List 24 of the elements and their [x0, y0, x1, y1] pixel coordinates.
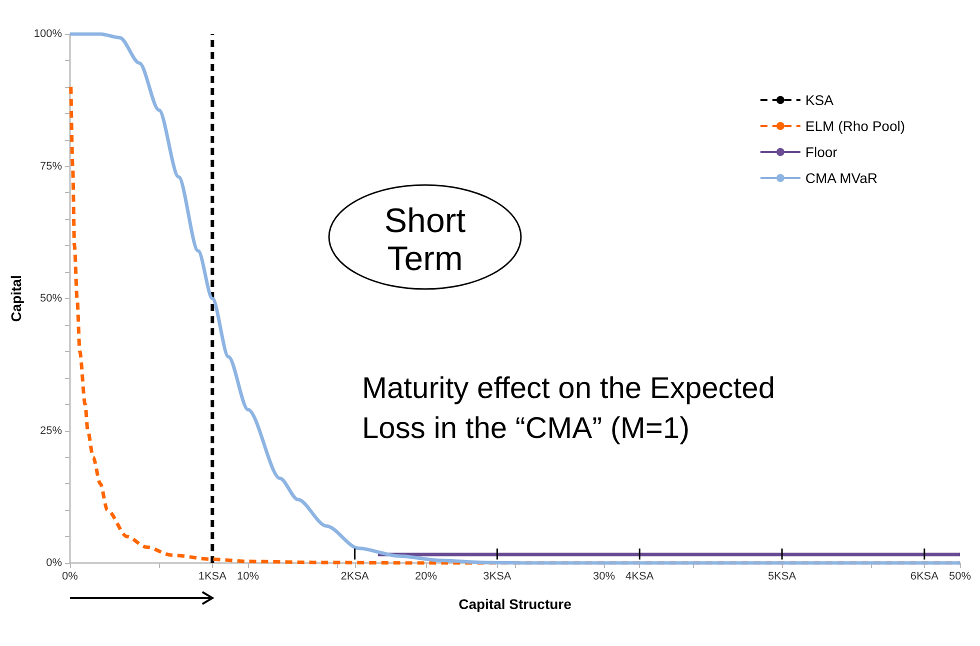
x2-tick-label: 6KSA [910, 570, 940, 582]
annotation: Short Term [384, 202, 466, 278]
legend-label: KSA [805, 92, 834, 108]
annotation: Maturity effect on the Expected Loss in the “CMA” (M=1) [362, 372, 776, 445]
x-axis-title: Capital Structure [458, 596, 572, 612]
x-tick-label: 50% [948, 570, 972, 582]
legend-label: ELM (Rho Pool) [805, 118, 905, 134]
x2-tick-label: 1KSA [198, 570, 228, 582]
x2-tick-label: 2KSA [340, 570, 370, 582]
x-tick-label: 20% [414, 570, 438, 582]
x2-tick-label: 3KSA [483, 570, 512, 582]
y-tick-label: 50% [40, 292, 62, 304]
x2-tick-label: 5KSA [768, 570, 797, 582]
y-tick-label: 0% [46, 557, 62, 569]
legend-label: CMA MVaR [805, 170, 878, 186]
y-tick-label: 25% [40, 424, 62, 437]
y-tick-label: 75% [40, 160, 62, 172]
x2-tick-label: 4KSA [626, 570, 654, 582]
x-tick-label: 10% [236, 570, 260, 582]
legend-label: Floor [805, 144, 838, 160]
x-tick-label: 30% [592, 570, 616, 582]
y-axis-title: Capital [8, 275, 24, 322]
y-tick-label: 100% [34, 28, 62, 40]
x-tick-label: 0% [62, 570, 78, 582]
